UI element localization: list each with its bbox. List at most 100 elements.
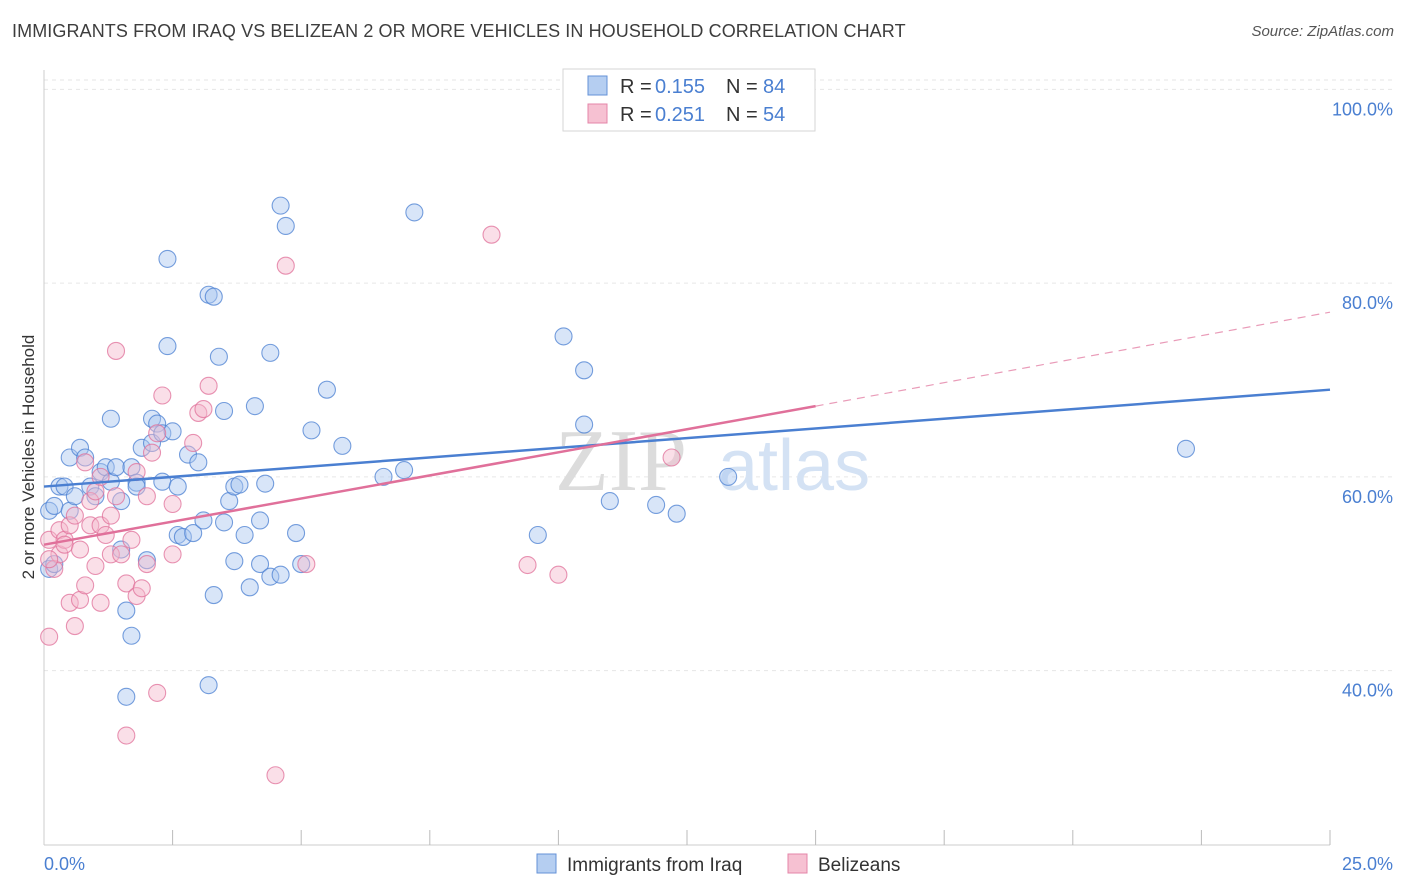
point-iraq <box>163 422 182 441</box>
point-iraq <box>405 203 424 222</box>
point-iraq <box>395 461 414 480</box>
chart-title: IMMIGRANTS FROM IRAQ VS BELIZEAN 2 OR MO… <box>12 21 906 41</box>
axes <box>43 70 1330 846</box>
point-belizeans <box>142 443 162 462</box>
point-belizeans <box>81 492 100 511</box>
point-iraq <box>199 676 218 695</box>
trend-line-belizeans-extension <box>815 311 1331 407</box>
point-belizeans <box>122 530 141 549</box>
point-iraq <box>168 477 187 496</box>
point-belizeans <box>45 559 64 578</box>
x-tick-label-max: 25.0% <box>1342 854 1393 874</box>
series-iraq-points <box>40 196 1196 706</box>
legend-r-label-iraq: R = <box>620 76 652 98</box>
point-iraq <box>184 524 203 543</box>
bottom-legend-label-belizeans: Belizeans <box>818 855 900 876</box>
point-belizeans <box>297 555 316 574</box>
legend-r-label-belizeans: R = <box>620 104 652 126</box>
point-belizeans <box>76 453 95 472</box>
point-iraq <box>153 472 172 491</box>
x-axis-ticks <box>172 830 1331 845</box>
point-iraq <box>45 496 64 515</box>
point-iraq <box>214 401 234 421</box>
point-iraq <box>256 474 275 493</box>
point-iraq <box>137 551 156 570</box>
point-iraq <box>117 687 136 706</box>
point-iraq <box>117 601 136 620</box>
point-iraq <box>575 361 594 380</box>
legend-r-value-iraq: 0.155 <box>655 76 705 98</box>
point-iraq <box>271 196 290 215</box>
trend-lines <box>43 311 1331 546</box>
point-iraq <box>667 504 686 523</box>
point-belizeans <box>518 555 537 575</box>
watermark: ZIP atlas <box>555 413 870 510</box>
point-belizeans <box>65 617 84 636</box>
point-belizeans <box>76 576 95 595</box>
point-belizeans <box>40 550 59 569</box>
point-iraq <box>112 492 131 511</box>
point-iraq <box>40 501 59 520</box>
point-belizeans <box>199 376 218 395</box>
point-belizeans <box>148 424 167 443</box>
point-iraq <box>86 487 105 506</box>
point-belizeans <box>132 579 151 598</box>
y-tick-label: 100.0% <box>1332 99 1393 119</box>
point-belizeans <box>101 545 120 564</box>
point-iraq <box>276 216 295 236</box>
point-iraq <box>122 626 141 645</box>
point-belizeans <box>137 555 156 574</box>
y-axis-tick-labels: 40.0% 60.0% 80.0% 100.0% <box>1332 99 1393 700</box>
point-iraq <box>250 511 270 530</box>
point-iraq <box>106 458 126 477</box>
x-tick-label-min: 0.0% <box>44 854 85 874</box>
point-iraq <box>204 287 223 306</box>
point-iraq <box>65 487 84 506</box>
point-belizeans <box>266 766 285 785</box>
watermark-atlas: atlas <box>718 426 870 506</box>
point-iraq <box>40 559 59 578</box>
bottom-legend-swatch-iraq <box>536 853 557 874</box>
point-belizeans <box>163 545 182 564</box>
point-iraq <box>178 445 198 464</box>
point-iraq <box>132 438 151 457</box>
point-iraq <box>374 467 393 486</box>
point-iraq <box>209 347 228 366</box>
y-tick-label: 40.0% <box>1342 681 1393 701</box>
point-iraq <box>158 249 177 268</box>
point-belizeans <box>276 256 295 275</box>
point-belizeans <box>184 433 203 453</box>
point-iraq <box>240 578 259 597</box>
bottom-legend-label-iraq: Immigrants from Iraq <box>567 855 742 876</box>
point-belizeans <box>50 545 69 564</box>
legend-swatch-iraq <box>587 75 608 96</box>
point-iraq <box>101 409 120 428</box>
point-iraq <box>173 527 192 546</box>
point-iraq <box>333 436 352 455</box>
legend-n-label-belizeans: N = <box>726 104 758 126</box>
bottom-legend-swatch-belizeans <box>787 853 808 874</box>
point-belizeans <box>86 556 105 576</box>
point-iraq <box>76 448 95 467</box>
point-iraq <box>235 525 254 545</box>
point-iraq <box>96 458 115 477</box>
legend-n-value-belizeans: 54 <box>763 104 785 126</box>
point-belizeans <box>60 516 79 535</box>
point-belizeans <box>60 593 79 612</box>
point-iraq <box>60 501 79 520</box>
point-iraq <box>220 492 239 511</box>
point-belizeans <box>50 521 69 540</box>
point-belizeans <box>91 593 110 612</box>
series-belizeans-points <box>40 225 681 785</box>
point-iraq <box>158 337 177 356</box>
point-belizeans <box>662 448 681 467</box>
point-iraq <box>214 513 234 532</box>
point-belizeans <box>40 627 59 646</box>
point-belizeans <box>163 494 182 514</box>
y-tick-label: 60.0% <box>1342 487 1393 507</box>
point-iraq <box>204 586 223 605</box>
bottom-legend: Immigrants from Iraq Belizeans <box>536 853 900 876</box>
point-iraq <box>271 565 290 584</box>
legend-n-label-iraq: N = <box>726 76 758 98</box>
